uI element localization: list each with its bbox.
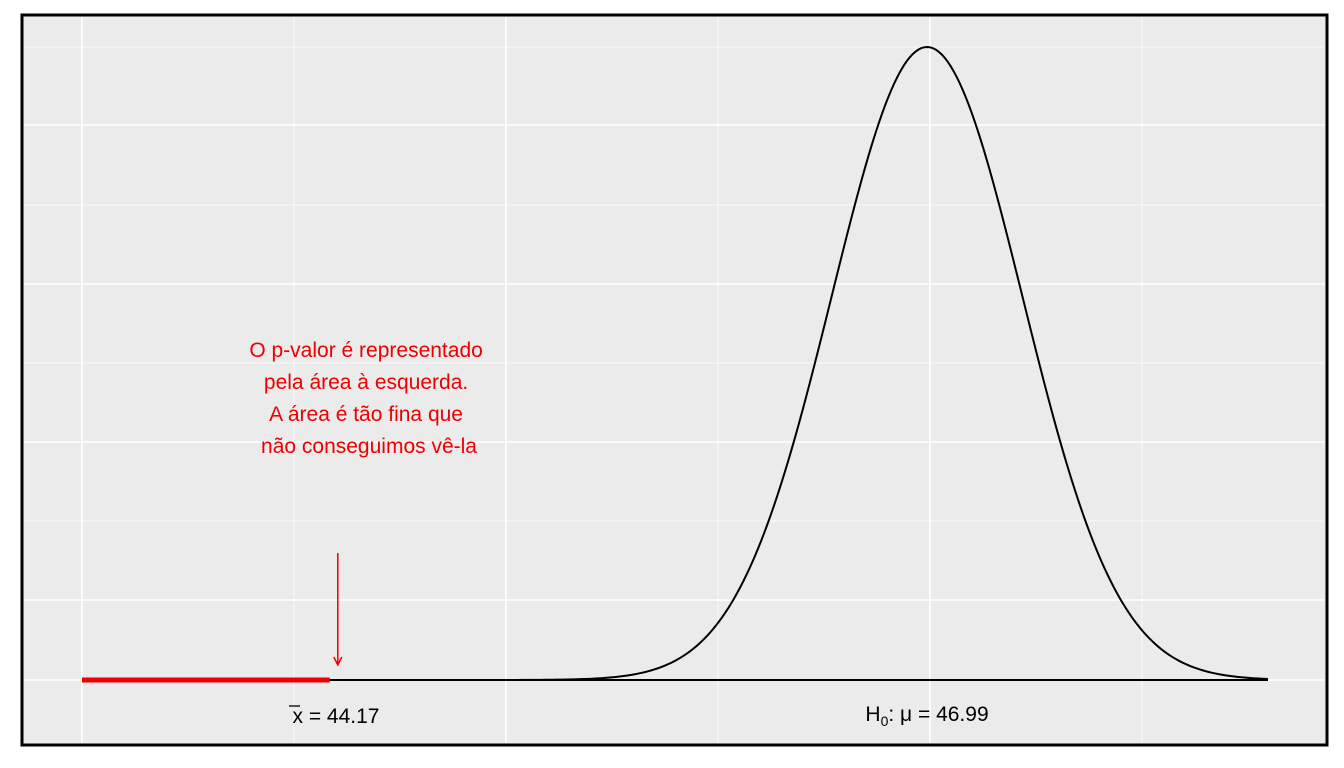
chart-border: [20, 13, 1329, 747]
null-h: H: [865, 703, 880, 726]
sample-mean-value: = 44.17: [303, 705, 379, 728]
xbar-symbol: x: [293, 705, 304, 728]
pvalue-annotation: O p-valor é representado pela área à esq…: [249, 339, 488, 458]
null-hypothesis-label: H0: μ = 46.99: [865, 703, 988, 729]
sample-mean-label: x = 44.17: [293, 705, 380, 728]
annotation-line: A área é tão fina que: [269, 403, 463, 426]
annotation-line: não conseguimos vê-la: [261, 435, 477, 458]
annotation-arrow: [333, 553, 343, 667]
annotation-line: O p-valor é representado: [249, 339, 482, 362]
null-value: : μ = 46.99: [888, 703, 988, 726]
null-subscript: 0: [881, 713, 889, 729]
grid: [24, 17, 1325, 743]
annotation-line: pela área à esquerda.: [264, 371, 468, 394]
